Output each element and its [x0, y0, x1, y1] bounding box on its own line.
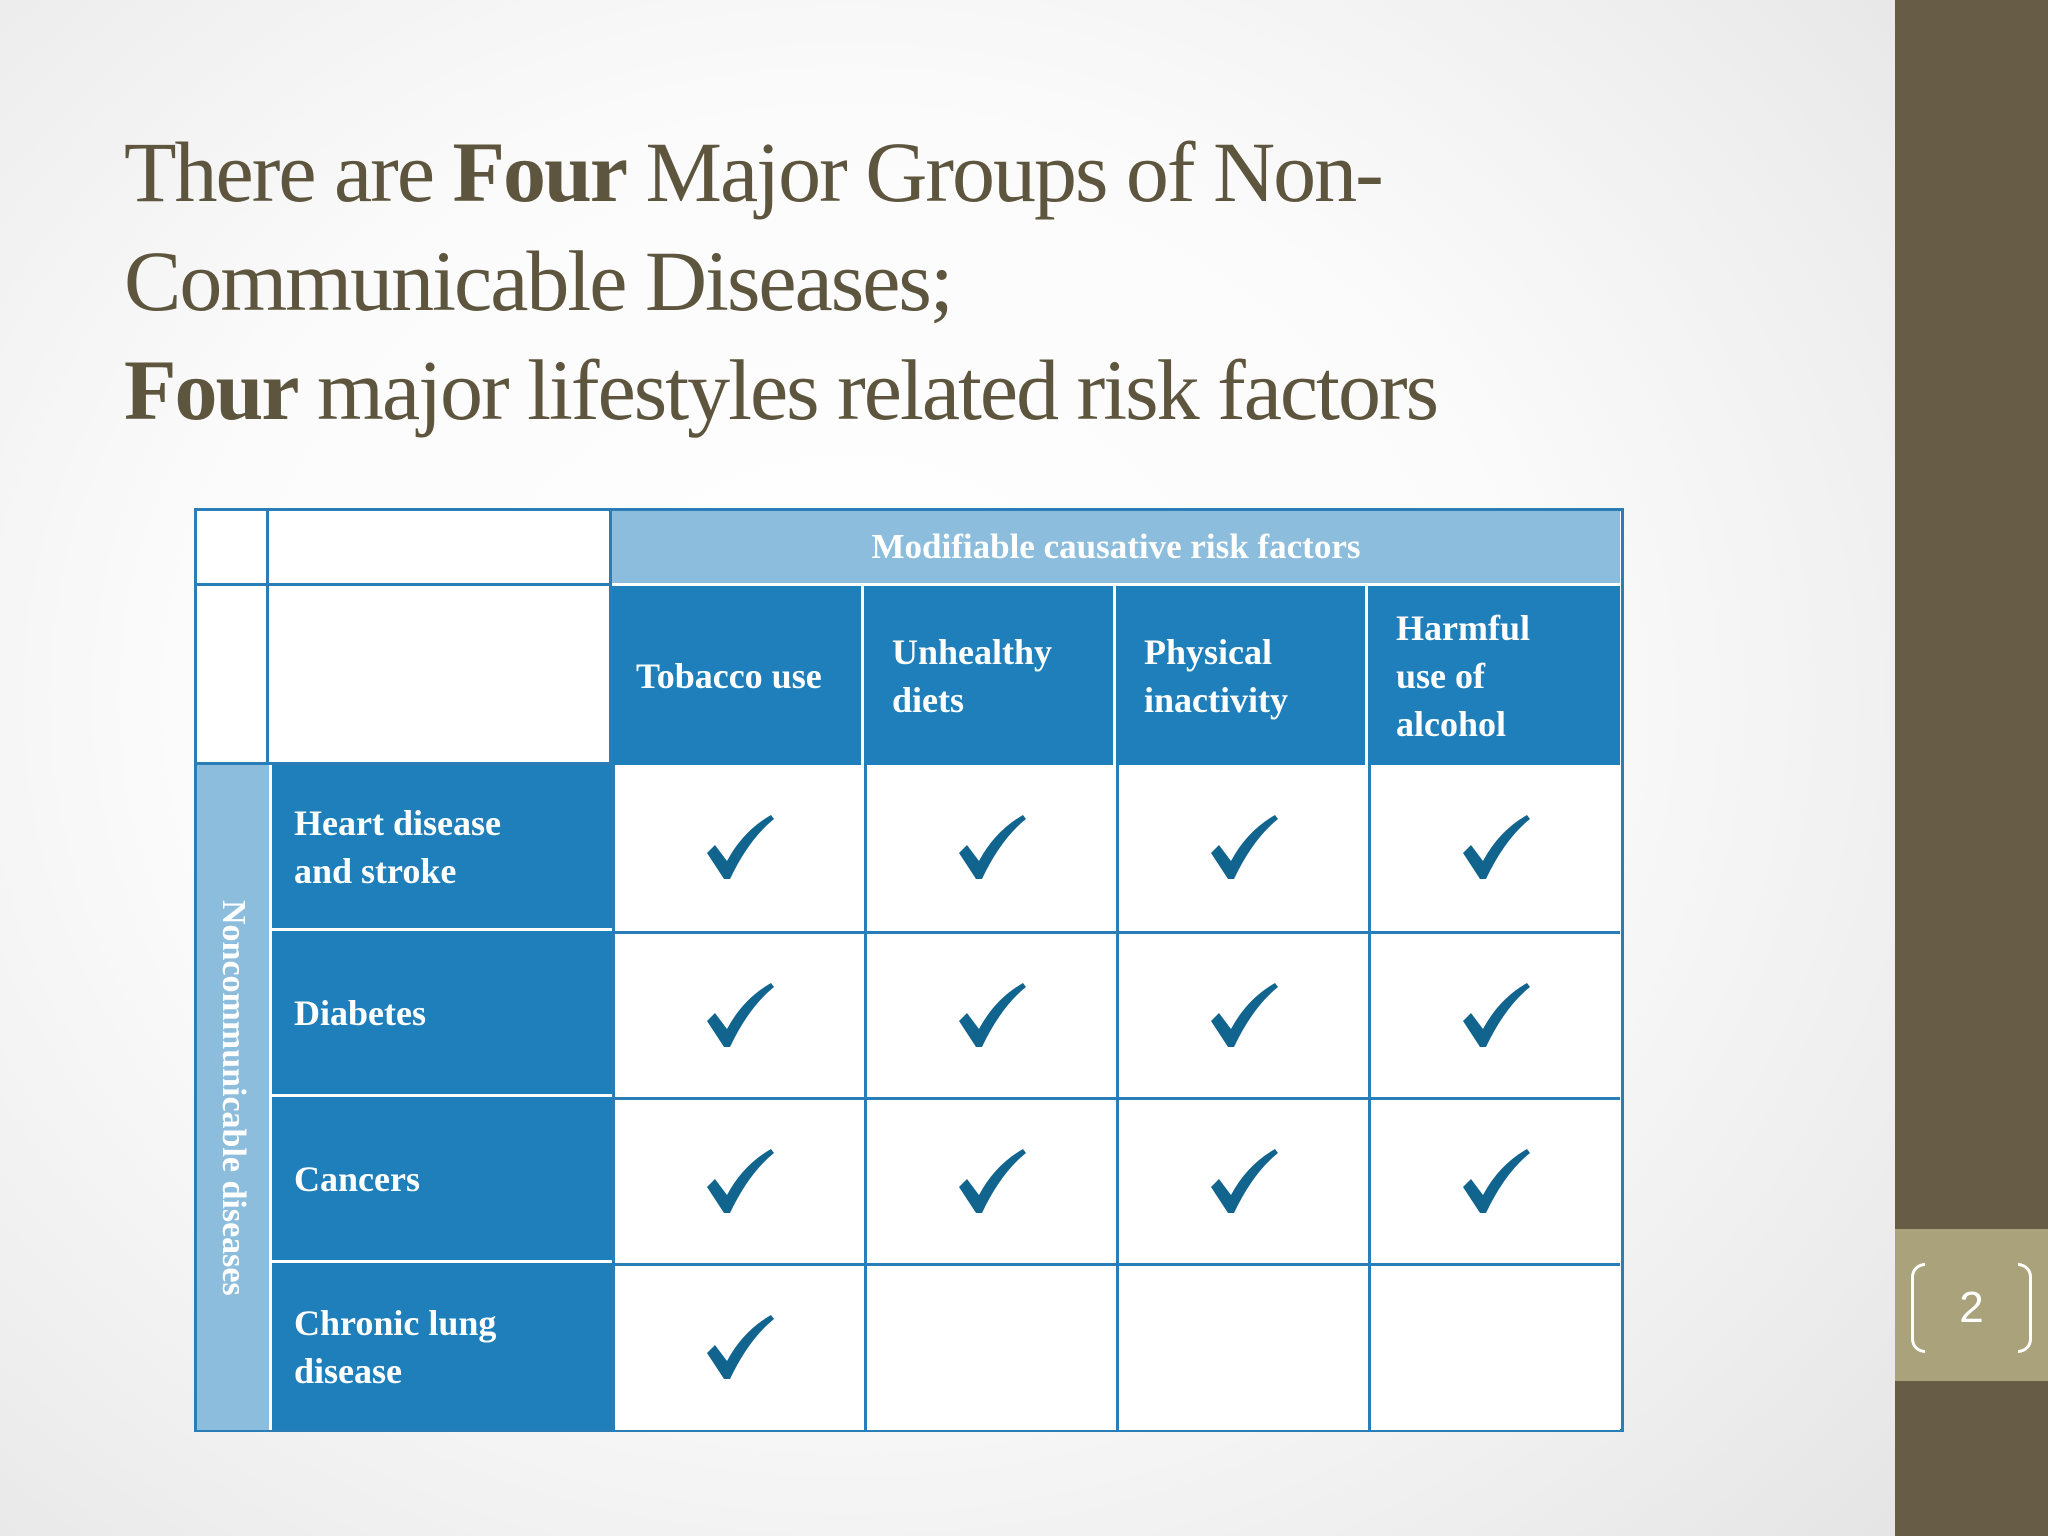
row-header-line: Heart disease [294, 802, 501, 843]
matrix-cell [612, 765, 864, 931]
column-header-line: use of [1396, 655, 1485, 696]
matrix-cell [1368, 1097, 1620, 1263]
checkmark-icon [1210, 815, 1278, 879]
column-header-alcohol: Harmful use of alcohol [1368, 586, 1620, 765]
matrix-cell [1368, 765, 1620, 931]
row-header-line: Cancers [294, 1158, 420, 1199]
column-header-line: Tobacco use [636, 655, 822, 696]
matrix-cell [864, 1097, 1116, 1263]
row-header-line: Diabetes [294, 992, 426, 1033]
checkmark-icon [706, 1315, 774, 1379]
checkmark-icon [1462, 982, 1530, 1047]
column-header-inactivity: Physical inactivity [1116, 586, 1368, 765]
row-header-lung: Chronic lung disease [269, 1263, 612, 1430]
column-header-line: Unhealthy [892, 631, 1053, 672]
matrix-cell [1116, 1263, 1368, 1430]
matrix-cell [612, 1097, 864, 1263]
blank-corner-cell [197, 511, 269, 586]
title-line1-post: Major Groups of Non- [626, 124, 1384, 220]
row-header-line: and stroke [294, 850, 457, 891]
row-header-line: Chronic lung [294, 1302, 497, 1343]
column-header-line: Harmful [1396, 607, 1530, 648]
blank-corner-cell [269, 586, 612, 765]
title-line3-post: major lifestyles related risk factors [297, 342, 1439, 438]
checkmark-icon [1462, 1148, 1530, 1213]
checkmark-icon [706, 815, 774, 879]
row-group-label: Noncommunicable diseases [215, 899, 252, 1296]
checkmark-icon [706, 982, 774, 1047]
row-group-label-cell: Noncommunicable diseases [197, 765, 269, 1430]
checkmark-icon [1210, 1148, 1278, 1213]
column-header-line: inactivity [1144, 679, 1288, 720]
checkmark-icon [958, 1148, 1026, 1213]
blank-corner-cell [197, 586, 269, 765]
title-line1-pre: There are [124, 124, 453, 220]
checkmark-icon [1462, 815, 1530, 879]
matrix-cell [1368, 1263, 1620, 1430]
matrix-cell [1116, 1097, 1368, 1263]
risk-factor-table: Modifiable causative risk factors Tobacc… [194, 508, 1624, 1432]
row-header-heart: Heart disease and stroke [269, 765, 612, 931]
title-line1-bold: Four [452, 124, 629, 220]
checkmark-icon [958, 815, 1026, 879]
column-header-line: alcohol [1396, 703, 1507, 744]
matrix-cell [612, 931, 864, 1097]
matrix-cell [612, 1263, 864, 1430]
left-bracket-icon [1911, 1263, 1925, 1353]
matrix-cell [864, 765, 1116, 931]
super-header: Modifiable causative risk factors [612, 511, 1620, 586]
title-line3-bold: Four [124, 342, 300, 438]
page-number-box [1895, 1229, 2048, 1381]
page-number: 2 [1959, 1283, 1984, 1332]
row-header-cancers: Cancers [269, 1097, 612, 1263]
matrix-cell [864, 931, 1116, 1097]
right-bracket-icon [2018, 1263, 2032, 1353]
title-line2: Communicable Diseases; [124, 233, 954, 329]
column-header-line: Physical [1144, 631, 1273, 672]
checkmark-icon [1210, 982, 1278, 1047]
column-header-tobacco: Tobacco use [612, 586, 864, 765]
blank-corner-cell [269, 511, 612, 586]
matrix-cell [1116, 765, 1368, 931]
matrix-cell [864, 1263, 1116, 1430]
row-header-line: disease [294, 1350, 402, 1391]
matrix-cell [1116, 931, 1368, 1097]
checkmark-icon [958, 982, 1026, 1047]
checkmark-icon [706, 1148, 774, 1213]
matrix-cell [1368, 931, 1620, 1097]
column-header-line: diets [892, 679, 964, 720]
row-header-diabetes: Diabetes [269, 931, 612, 1097]
column-header-diets: Unhealthy diets [864, 586, 1116, 765]
slide-title: There are Four Major Groups of Non- Comm… [124, 118, 1724, 445]
